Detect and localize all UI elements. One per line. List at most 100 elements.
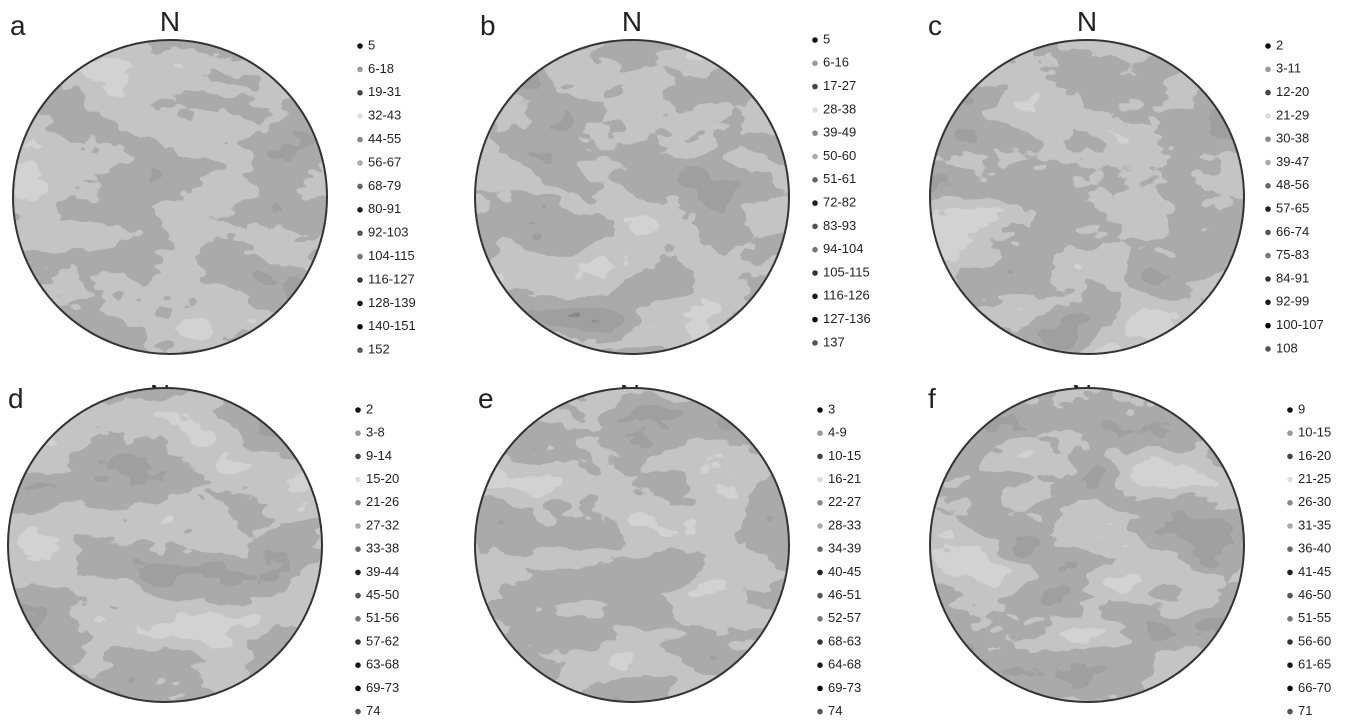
legend-dot	[812, 37, 818, 43]
legend-dot	[1287, 593, 1293, 599]
legend-label: 30-38	[1276, 131, 1309, 146]
legend-dot	[355, 477, 361, 483]
legend-label: 32-43	[368, 108, 401, 123]
legend-dot	[357, 137, 363, 143]
legend-dot	[1287, 709, 1293, 715]
legend-label: 28-33	[828, 517, 861, 532]
legend-label: 41-45	[1298, 564, 1331, 579]
legend-label: 40-45	[828, 564, 861, 579]
legend-dot	[817, 454, 823, 460]
map-globe	[475, 40, 789, 354]
legend-label: 108	[1276, 340, 1298, 355]
legend-dot	[1265, 160, 1271, 166]
legend-label: 26-30	[1298, 494, 1331, 509]
legend-dot	[1287, 523, 1293, 529]
legend-dot	[1287, 639, 1293, 645]
legend-label: 80-91	[368, 201, 401, 216]
legend-dot	[357, 67, 363, 73]
legend-label: 6-16	[823, 55, 849, 70]
legend-label: 3-11	[1276, 61, 1301, 76]
legend-label: 140-151	[368, 318, 416, 333]
north-label: N	[622, 6, 642, 37]
legend-dot	[1265, 346, 1271, 352]
figure: aN56-1819-3132-4344-5556-6768-7980-9192-…	[0, 0, 1355, 723]
panel: fN910-1516-2021-2526-3031-3536-4041-4546…	[928, 379, 1331, 718]
legend-label: 31-35	[1298, 517, 1331, 532]
legend-label: 116-127	[368, 271, 415, 286]
legend-dot	[1265, 113, 1271, 119]
legend-dot	[817, 523, 823, 529]
legend-dot	[355, 430, 361, 436]
legend-label: 152	[368, 342, 390, 357]
legend-dot	[1265, 136, 1271, 142]
legend-label: 64-68	[828, 657, 861, 672]
legend-label: 137	[823, 334, 845, 349]
legend-label: 56-60	[1298, 633, 1331, 648]
legend-label: 57-62	[366, 633, 399, 648]
legend-dot	[357, 230, 363, 236]
legend-label: 51-55	[1298, 610, 1331, 625]
legend-label: 36-40	[1298, 541, 1331, 556]
legend-label: 2	[366, 401, 373, 416]
legend-label: 56-67	[368, 154, 401, 169]
legend-label: 10-15	[1298, 425, 1331, 440]
legend-dot	[812, 84, 818, 90]
legend-dot	[357, 113, 363, 119]
legend-label: 16-20	[1298, 448, 1331, 463]
legend-label: 51-56	[366, 610, 399, 625]
legend-label: 6-18	[368, 61, 394, 76]
legend-dot	[357, 207, 363, 213]
legend-label: 22-27	[828, 494, 861, 509]
legend-dot	[1287, 570, 1293, 576]
legend-label: 48-56	[1276, 177, 1309, 192]
legend-dot	[817, 662, 823, 668]
legend-label: 68-79	[368, 178, 401, 193]
legend-label: 21-25	[1298, 471, 1331, 486]
legend-dot	[812, 340, 818, 346]
legend-label: 39-47	[1276, 154, 1309, 169]
legend-dot	[817, 593, 823, 599]
legend-dot	[355, 639, 361, 645]
legend-label: 84-91	[1276, 270, 1309, 285]
legend-label: 52-57	[828, 610, 861, 625]
legend-label: 46-51	[828, 587, 861, 602]
panel: dN23-89-1415-2021-2627-3233-3839-4445-50…	[8, 379, 399, 718]
legend-label: 33-38	[366, 541, 399, 556]
legend-dot	[1265, 300, 1271, 306]
legend-dot	[812, 270, 818, 276]
panel-letter: f	[928, 383, 936, 414]
legend-dot	[355, 593, 361, 599]
legend-label: 21-26	[366, 494, 399, 509]
legend-label: 34-39	[828, 541, 861, 556]
legend-dot	[1265, 183, 1271, 189]
legend-label: 3	[828, 401, 835, 416]
legend-dot	[817, 639, 823, 645]
legend-label: 17-27	[823, 78, 856, 93]
legend-dot	[355, 407, 361, 413]
north-label: N	[1077, 6, 1097, 37]
legend-dot	[817, 430, 823, 436]
legend-dot	[812, 61, 818, 67]
legend-dot	[1287, 546, 1293, 552]
legend-label: 51-61	[823, 171, 856, 186]
legend-dot	[817, 500, 823, 506]
legend-label: 57-65	[1276, 201, 1309, 216]
legend-label: 71	[1298, 703, 1312, 718]
legend-dot	[1265, 323, 1271, 329]
map-globe	[13, 40, 327, 354]
legend-dot	[817, 477, 823, 483]
legend-dot	[817, 546, 823, 552]
legend-label: 27-32	[366, 517, 399, 532]
legend-label: 45-50	[366, 587, 399, 602]
legend-dot	[812, 224, 818, 230]
legend-dot	[1265, 206, 1271, 212]
legend-dot	[357, 254, 363, 260]
legend-dot	[1265, 67, 1271, 73]
legend-label: 39-49	[823, 125, 856, 140]
legend-dot	[1287, 477, 1293, 483]
legend-dot	[812, 107, 818, 113]
legend-dot	[817, 686, 823, 692]
legend-label: 69-73	[366, 680, 399, 695]
